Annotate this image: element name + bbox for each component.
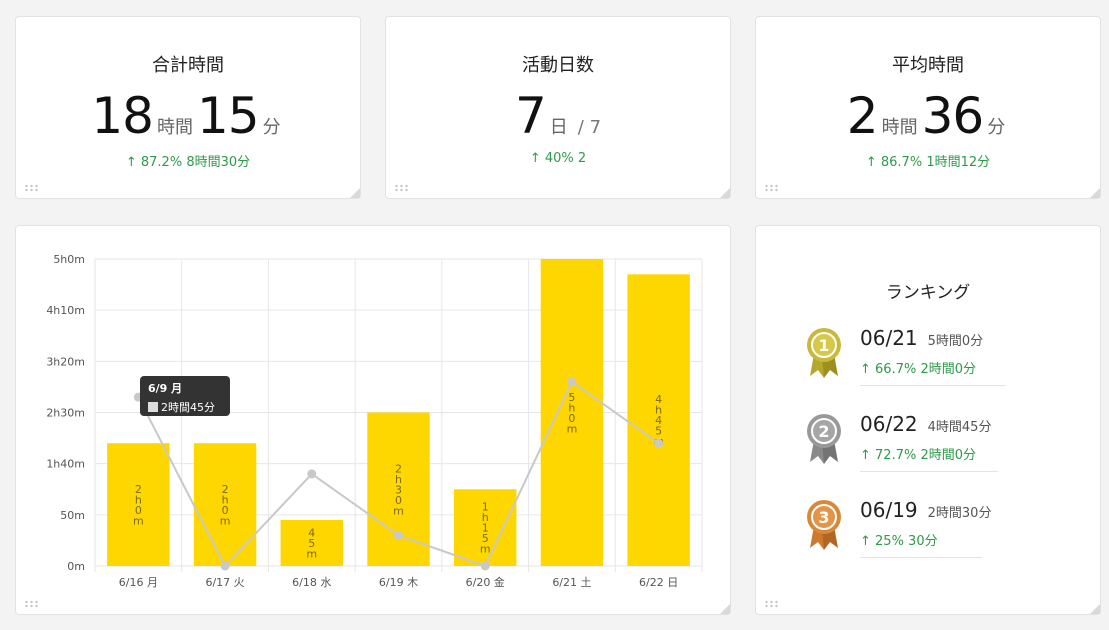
rank-delta: ↑ 72.7% 2時間0分: [860, 444, 998, 472]
rank-date: 06/19 2時間30分: [860, 498, 992, 522]
minutes-unit: 分: [987, 117, 1006, 138]
daily-chart-card: 0m 50m 1h40m 2h30m 3h20m 4h10m 5h0m 2 h 0 m 6/16 月 2…: [15, 225, 731, 615]
bronze-medal-icon: 3: [807, 500, 841, 550]
card-title: 平均時間: [892, 55, 964, 76]
minutes-value: 36: [921, 87, 985, 145]
hours-unit: 時間: [157, 117, 193, 138]
average-time-card: 平均時間 2 時間36 分 ↑ 86.7% 1時間12分: [755, 16, 1101, 199]
rank-duration: 4時間45分: [927, 420, 992, 435]
chart-bar: [280, 519, 344, 566]
silver-medal-icon: 2: [807, 414, 841, 464]
chart-bar: [367, 412, 430, 566]
svg-text:1: 1: [818, 336, 829, 355]
chart-tooltip: 6/9 月 2時間45分: [140, 376, 230, 416]
x-tick-label: 6/22 日: [639, 576, 678, 589]
svg-text:2: 2: [818, 422, 829, 441]
y-tick-label: 0m: [67, 560, 85, 573]
y-tick-label: 3h20m: [46, 355, 85, 368]
days-unit: 日: [549, 117, 568, 138]
drag-handle-icon[interactable]: [764, 184, 778, 192]
rank-date: 06/21 5時間0分: [860, 326, 984, 350]
resize-handle-icon[interactable]: [720, 604, 730, 614]
line-point: [480, 561, 490, 571]
x-tick-label: 6/18 水: [292, 576, 331, 589]
line-point: [307, 469, 317, 479]
line-point: [567, 377, 577, 387]
tooltip-swatch: [148, 402, 158, 412]
x-tick-label: 6/17 火: [205, 576, 244, 589]
card-title: 合計時間: [152, 55, 224, 76]
total-time-value: 18 時間15 分: [16, 87, 360, 145]
line-point: [394, 530, 403, 540]
delta-text: ↑ 87.2% 8時間30分: [125, 155, 251, 170]
resize-handle-icon[interactable]: [1090, 604, 1100, 614]
rank-date: 06/22 4時間45分: [860, 412, 992, 436]
y-tick-label: 5h0m: [53, 253, 85, 266]
average-time-value: 2 時間36 分: [756, 87, 1100, 145]
y-tick-label: 1h40m: [46, 458, 85, 471]
total-time-card: 合計時間 18 時間15 分 ↑ 87.2% 8時間30分: [15, 16, 361, 199]
chart-bar: [453, 489, 517, 566]
ranking-title: ランキング: [885, 283, 971, 303]
x-tick-label: 6/21 土: [552, 576, 591, 589]
drag-handle-icon[interactable]: [764, 600, 778, 608]
y-tick-label: 2h30m: [46, 407, 85, 420]
resize-handle-icon[interactable]: [350, 188, 360, 198]
resize-handle-icon[interactable]: [1090, 188, 1100, 198]
active-days-value: 7 日 / 7: [386, 87, 730, 145]
line-point: [220, 561, 230, 571]
days-value: 7: [514, 87, 547, 145]
svg-text:3: 3: [818, 508, 829, 527]
line-point: [654, 438, 664, 448]
tooltip-value: 2時間45分: [161, 401, 215, 414]
delta-text: ↑ 86.7% 1時間12分: [865, 155, 991, 170]
rank-duration: 5時間0分: [927, 334, 984, 349]
rank-delta: ↑ 25% 30分: [860, 530, 982, 558]
days-total: / 7: [577, 117, 602, 138]
chart-bar: [193, 443, 257, 566]
chart-bar: [540, 259, 604, 566]
resize-handle-icon[interactable]: [720, 188, 730, 198]
card-title: 活動日数: [522, 55, 594, 76]
delta-text: ↑ 40% 2: [529, 151, 587, 166]
hours-value: 18: [91, 87, 154, 145]
tooltip-title: 6/9 月: [148, 382, 183, 395]
ranking-card: ランキング 1 06/21 5時間0分 ↑ 66.7% 2時間0分 2 06/22…: [755, 225, 1101, 615]
minutes-unit: 分: [262, 117, 281, 138]
chart-bar: [627, 274, 690, 566]
hours-value: 2: [846, 87, 879, 145]
drag-handle-icon[interactable]: [24, 600, 38, 608]
rank-duration: 2時間30分: [927, 506, 992, 521]
active-days-card: 活動日数 7 日 / 7 ↑ 40% 2: [385, 16, 731, 199]
y-tick-label: 4h10m: [46, 304, 85, 317]
y-tick-label: 50m: [60, 509, 85, 522]
chart-bar: [107, 443, 170, 566]
rank-delta: ↑ 66.7% 2時間0分: [860, 358, 1006, 386]
minutes-value: 15: [197, 87, 260, 145]
x-tick-label: 6/19 木: [379, 576, 418, 589]
x-tick-label: 6/20 金: [466, 575, 505, 589]
hours-unit: 時間: [881, 117, 918, 138]
drag-handle-icon[interactable]: [24, 184, 38, 192]
gold-medal-icon: 1: [807, 328, 841, 378]
x-tick-label: 6/16 月: [119, 576, 158, 589]
drag-handle-icon[interactable]: [394, 184, 408, 192]
daily-bar-chart[interactable]: 0m 50m 1h40m 2h30m 3h20m 4h10m 5h0m 2 h 0 m 6/16 月 2…: [16, 226, 732, 616]
